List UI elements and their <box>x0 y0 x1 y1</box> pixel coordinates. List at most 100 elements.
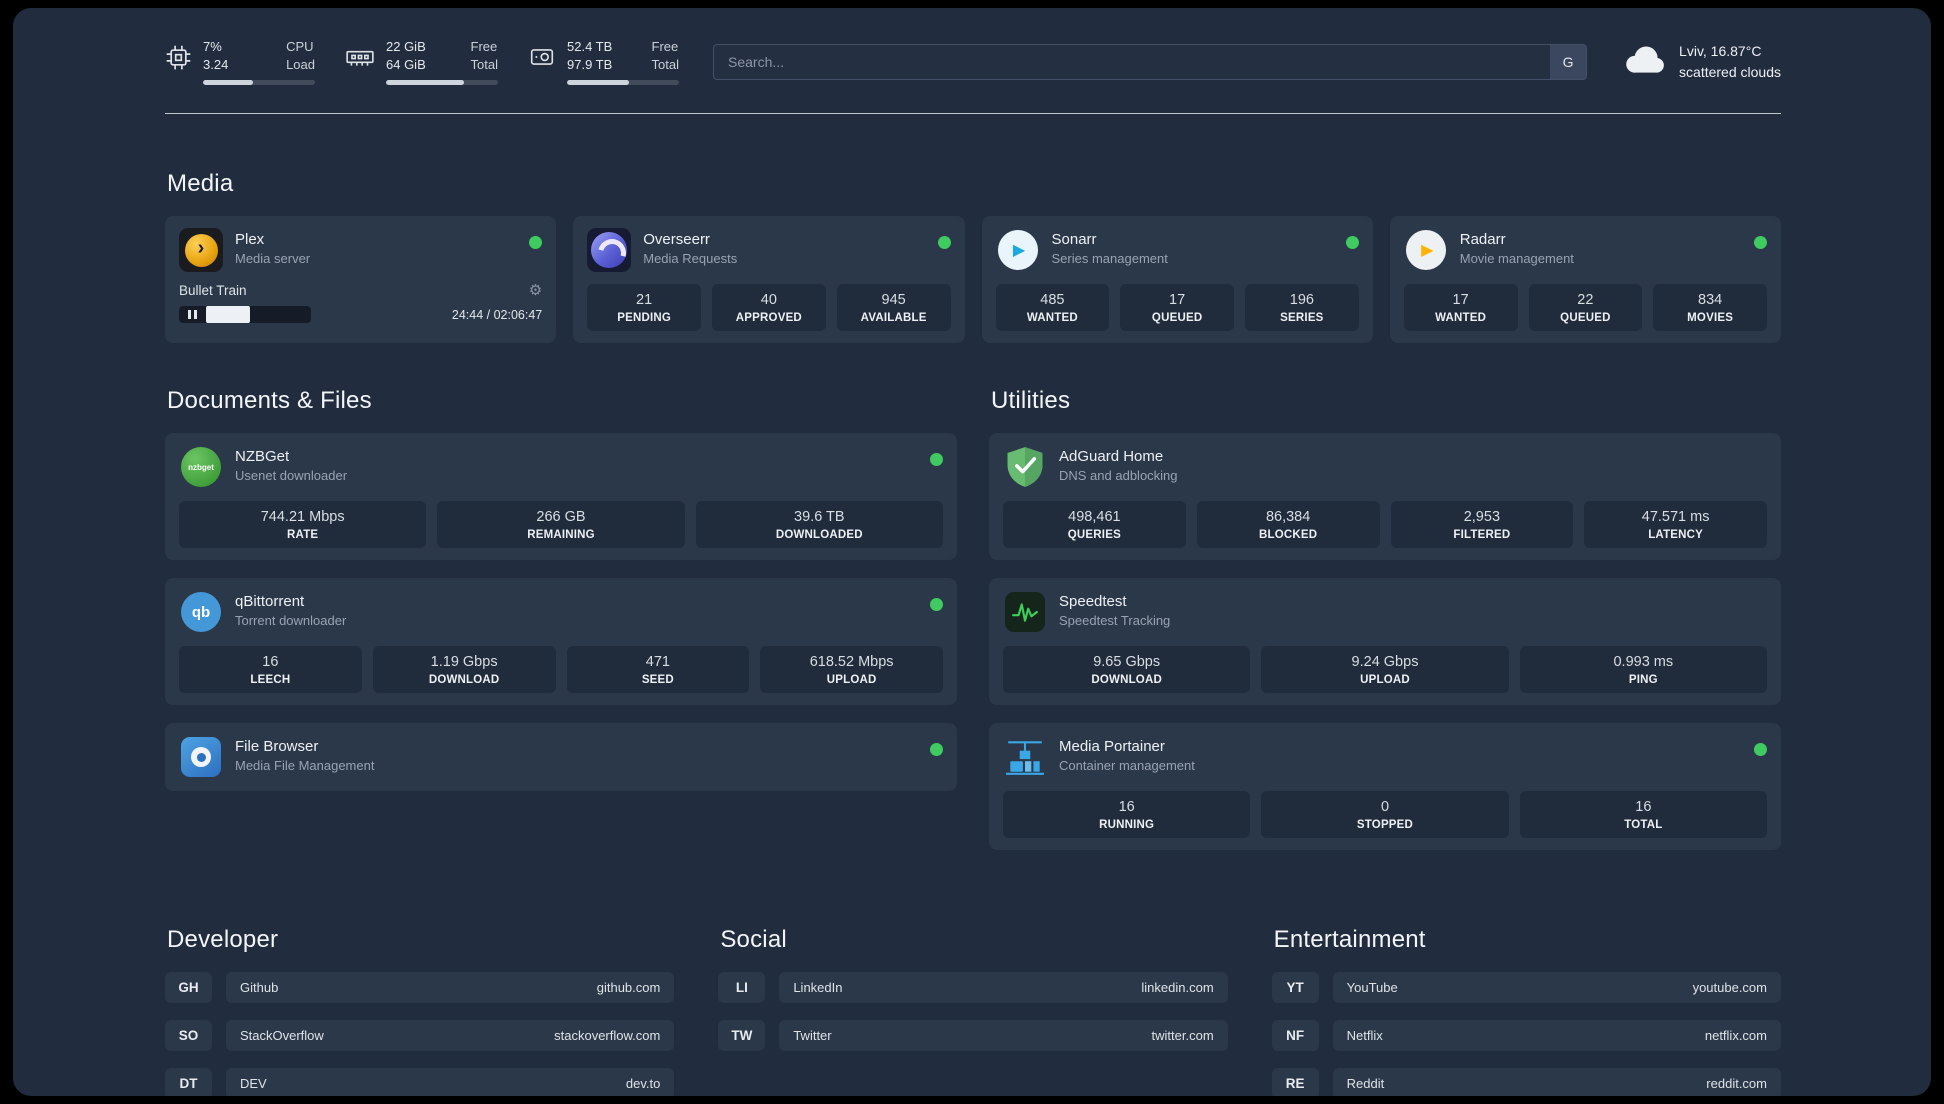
gear-icon[interactable]: ⚙ <box>528 282 543 300</box>
cpu-data: 7% 3.24 CPU Load <box>203 38 315 86</box>
status-dot <box>937 236 951 250</box>
bookmark-name: Netflix <box>1346 1028 1383 1044</box>
card-adguard[interactable]: AdGuard Home DNS and adblocking 498,461 … <box>989 433 1781 561</box>
stat-box: 1.19 Gbps DOWNLOAD <box>372 646 556 694</box>
bookmark-link[interactable]: Reddit reddit.com <box>1332 1068 1781 1096</box>
bookmark-abbr[interactable]: LI <box>718 972 766 1004</box>
stat-box: 618.52 Mbps UPLOAD <box>760 646 943 694</box>
stat-value: 86,384 <box>1265 509 1311 526</box>
header-divider <box>165 113 1781 115</box>
search-input[interactable] <box>713 43 1588 80</box>
section-utilities: Utilities AdGuard Home <box>989 387 1781 868</box>
playback-bar[interactable] <box>179 306 311 324</box>
app-name: File Browser <box>235 738 319 756</box>
search-engine-button[interactable]: G <box>1550 44 1587 79</box>
stat-value: 40 <box>760 292 777 309</box>
seek-track[interactable] <box>206 306 311 324</box>
bookmark-link[interactable]: LinkedIn linkedin.com <box>779 972 1228 1004</box>
bookmark-abbr[interactable]: SO <box>165 1020 212 1052</box>
stat-label: TOTAL <box>1624 819 1663 832</box>
bookmark-link[interactable]: Twitter twitter.com <box>779 1020 1228 1052</box>
sonarr-play-glyph: ▶ <box>1012 242 1026 260</box>
disk-free-label: Free <box>651 39 679 54</box>
bookmark-link[interactable]: DEV dev.to <box>226 1068 675 1096</box>
stat-box: 17 QUEUED <box>1120 284 1234 332</box>
stat-value: 1.19 Gbps <box>430 654 498 671</box>
bookmark-row: RE Reddit reddit.com <box>1271 1068 1781 1096</box>
card-filebrowser[interactable]: File Browser Media File Management <box>165 723 957 792</box>
card-radarr[interactable]: ▶ Radarr Movie management 17 WANTED <box>1389 216 1781 344</box>
bookmark-row: TW Twitter twitter.com <box>718 1020 1228 1052</box>
section-title-media: Media <box>167 170 234 198</box>
stat-value: 618.52 Mbps <box>809 654 894 671</box>
stat-value: 9.24 Gbps <box>1351 654 1419 671</box>
bookmark-abbr[interactable]: RE <box>1271 1068 1319 1096</box>
sonarr-icon: ▶ <box>996 228 1040 272</box>
disk-progress-bar <box>567 80 679 86</box>
bookmark-link[interactable]: YouTube youtube.com <box>1332 972 1781 1004</box>
stat-value: 9.65 Gbps <box>1093 654 1161 671</box>
stat-value: 744.21 Mbps <box>260 509 345 526</box>
stat-box: 47.571 ms LATENCY <box>1584 501 1767 549</box>
disk-free-value: 52.4 TB <box>567 39 613 54</box>
system-stats-group: 7% 3.24 CPU Load <box>165 38 679 86</box>
bookmark-link[interactable]: Netflix netflix.com <box>1332 1020 1781 1052</box>
stat-value: 0.993 ms <box>1613 654 1674 671</box>
weather-condition: scattered clouds <box>1679 63 1781 80</box>
bookmark-abbr[interactable]: NF <box>1271 1020 1319 1052</box>
app-description: Media Requests <box>643 251 738 267</box>
plex-icon: › <box>179 228 223 273</box>
section-media: Media › Plex Media server <box>165 170 1781 344</box>
card-nzbget[interactable]: nzbget NZBGet Usenet downloader 744.21 M… <box>165 433 957 561</box>
ram-data: 22 GiB 64 GiB Free Total <box>386 38 498 86</box>
card-speedtest[interactable]: Speedtest Speedtest Tracking 9.65 Gbps D… <box>989 578 1781 706</box>
card-overseerr[interactable]: Overseerr Media Requests 21 PENDING 40 A… <box>573 216 965 344</box>
qbittorrent-logo-text: qb <box>191 603 211 621</box>
stat-label: QUERIES <box>1067 529 1121 542</box>
app-name: Sonarr <box>1051 231 1097 249</box>
section-title-documents: Documents & Files <box>167 387 372 415</box>
stat-label: SERIES <box>1280 312 1324 325</box>
bookmark-name: Reddit <box>1346 1076 1385 1092</box>
stat-label: AVAILABLE <box>860 312 927 325</box>
cpu-load-label: Load <box>286 57 315 73</box>
card-portainer[interactable]: Media Portainer Container management 16 … <box>989 723 1781 851</box>
bookmark-row: NF Netflix netflix.com <box>1271 1020 1781 1052</box>
pause-button[interactable] <box>179 306 206 323</box>
ram-progress-bar <box>386 80 498 86</box>
stat-box: 16 TOTAL <box>1519 791 1767 839</box>
status-dot <box>930 598 943 612</box>
stat-value: 471 <box>645 654 670 671</box>
cpu-percent: 7% <box>203 39 222 54</box>
card-plex[interactable]: › Plex Media server Bullet Train ⚙ <box>165 216 557 344</box>
stat-value: 498,461 <box>1068 509 1121 526</box>
bookmark-link[interactable]: StackOverflow stackoverflow.com <box>226 1020 675 1052</box>
radarr-play-glyph: ▶ <box>1421 242 1434 260</box>
stat-value: 834 <box>1698 292 1723 309</box>
card-qbittorrent[interactable]: qb qBittorrent Torrent downloader 16 LEE… <box>165 578 957 706</box>
bookmark-row: DT DEV dev.to <box>165 1068 675 1096</box>
app-description: Movie management <box>1459 251 1574 267</box>
stat-value: 16 <box>1118 799 1135 816</box>
app-description: Torrent downloader <box>235 613 347 629</box>
card-sonarr[interactable]: ▶ Sonarr Series management 485 WANTED <box>981 216 1373 344</box>
stat-label: REMAINING <box>527 529 595 542</box>
stat-label: LEECH <box>250 674 291 687</box>
bookmark-link[interactable]: Github github.com <box>226 972 675 1004</box>
bookmark-abbr[interactable]: TW <box>718 1020 766 1052</box>
stat-box: 39.6 TB DOWNLOADED <box>695 501 943 549</box>
bookmark-url: dev.to <box>625 1076 661 1092</box>
section-title-entertainment: Entertainment <box>1273 926 1426 954</box>
status-dot <box>1345 236 1359 250</box>
stat-value: 266 GB <box>536 509 586 526</box>
stat-box: 40 APPROVED <box>712 284 826 332</box>
filebrowser-icon <box>179 735 223 779</box>
bookmark-abbr[interactable]: DT <box>165 1068 212 1096</box>
status-dot <box>930 453 943 467</box>
stat-label: QUEUED <box>1151 312 1203 325</box>
bookmark-abbr[interactable]: YT <box>1271 972 1319 1004</box>
disk-widget: 52.4 TB 97.9 TB Free Total <box>528 38 679 86</box>
bookmark-abbr[interactable]: GH <box>165 972 212 1004</box>
stat-label: SEED <box>641 674 674 687</box>
plex-chevron-glyph: › <box>197 237 205 260</box>
